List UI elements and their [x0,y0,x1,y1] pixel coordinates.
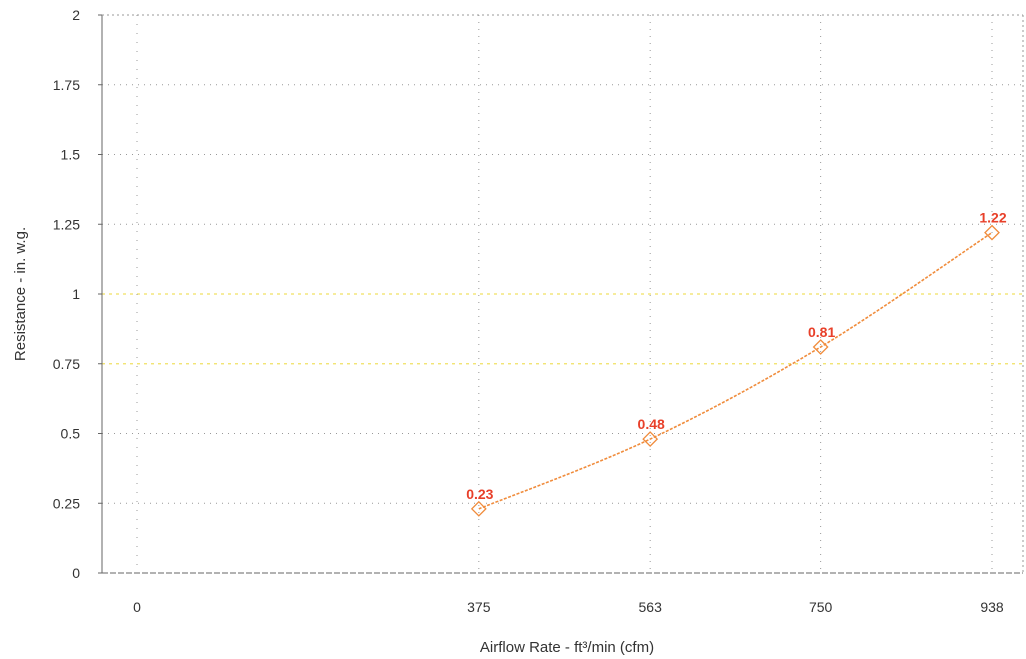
x-tick-label: 0 [133,599,141,615]
data-point-marker [470,500,487,517]
y-tick-label: 0 [72,565,80,581]
y-axis-title: Resistance - in. w.g. [12,227,29,361]
y-tick-label: 1.25 [53,216,80,232]
grid [102,15,1023,573]
data-label: 0.48 [638,416,665,432]
data-label: 1.22 [979,210,1006,226]
data-point-marker [812,339,829,355]
data-point-marker [642,431,659,447]
y-tick-label: 1.5 [61,147,81,163]
axes [98,14,1024,574]
data-label: 0.23 [466,486,493,502]
x-tick-label: 750 [809,599,833,615]
x-tick-labels: 0 375 563 750 938 [133,599,1004,615]
data-label: 0.81 [808,324,835,340]
data-series: 0.23 0.48 0.81 1.22 [466,210,1007,517]
y-tick-label: 0.5 [61,426,81,442]
x-tick-label: 563 [639,599,663,615]
series-line [478,231,993,510]
y-tick-labels: 0 0.25 0.5 0.75 1 1.25 1.5 1.75 2 [53,7,80,581]
y-tick-label: 1.75 [53,77,80,93]
y-tick-label: 0.75 [53,356,80,372]
x-axis-title: Airflow Rate - ft³/min (cfm) [480,639,654,656]
x-tick-label: 375 [467,599,491,615]
y-tick-label: 1 [72,286,80,302]
y-tick-label: 0.25 [53,495,80,511]
x-tick-label: 938 [980,599,1004,615]
y-tick-label: 2 [72,7,80,23]
data-point-marker [984,224,1000,241]
